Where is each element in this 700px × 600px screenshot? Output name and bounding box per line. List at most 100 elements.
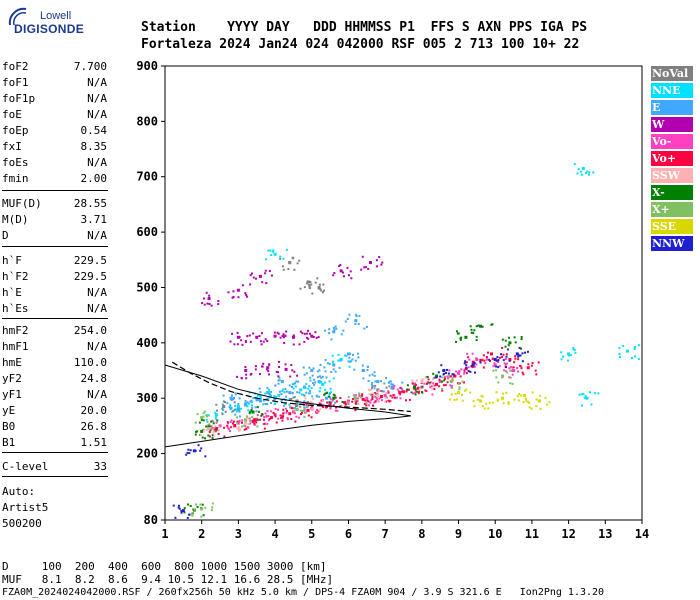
- echo-mark: [348, 313, 351, 316]
- data-point: [416, 386, 420, 390]
- echo-mark: [365, 402, 368, 405]
- echo-mark: [390, 383, 393, 386]
- echo-mark: [243, 428, 246, 431]
- data-point: [299, 388, 303, 392]
- echo-mark: [288, 384, 291, 387]
- data-point: [376, 388, 380, 392]
- echo-mark: [483, 407, 486, 410]
- echo-mark: [618, 355, 621, 358]
- legend-item: NoVal: [651, 66, 693, 81]
- echo-mark: [277, 332, 280, 335]
- echo-mark: [363, 327, 366, 330]
- echo-mark: [505, 353, 508, 356]
- echo-mark: [288, 262, 291, 265]
- echo-mark: [315, 336, 318, 339]
- echo-mark: [474, 371, 477, 374]
- echo-mark: [295, 415, 298, 418]
- echo-mark: [384, 400, 387, 403]
- echo-mark: [280, 399, 283, 402]
- echo-mark: [270, 391, 273, 394]
- data-point: [244, 421, 248, 425]
- echo-mark: [318, 381, 321, 384]
- echo-mark: [517, 354, 520, 357]
- echo-mark: [539, 407, 542, 410]
- echo-mark: [365, 325, 368, 328]
- echo-mark: [283, 341, 286, 344]
- echo-mark: [231, 394, 234, 397]
- electron-density-profile: [164, 364, 411, 448]
- echo-mark: [319, 408, 322, 411]
- param-value: N/A: [87, 92, 107, 105]
- echo-mark: [293, 268, 296, 271]
- echo-mark: [241, 343, 244, 346]
- echo-mark: [411, 379, 414, 382]
- echo-mark: [421, 378, 424, 381]
- data-point: [332, 330, 336, 334]
- echo-mark: [520, 347, 523, 350]
- data-point: [501, 374, 505, 378]
- legend-item: NNW: [651, 236, 693, 251]
- echo-mark: [363, 369, 366, 372]
- echo-mark: [326, 401, 329, 404]
- echo-mark: [304, 387, 307, 390]
- echo-mark: [479, 360, 482, 363]
- echo-mark: [285, 409, 288, 412]
- echo-mark: [205, 428, 208, 431]
- echo-mark: [511, 366, 514, 369]
- echo-mark: [284, 334, 287, 337]
- echo-mark: [452, 375, 455, 378]
- echo-mark: [328, 380, 331, 383]
- param-value: 3.71: [80, 213, 108, 226]
- echo-mark: [248, 422, 251, 425]
- echo-mark: [232, 398, 235, 401]
- echo-mark: [293, 395, 296, 398]
- echo-mark: [303, 409, 306, 412]
- param-separator: [2, 452, 108, 453]
- echo-mark: [330, 391, 333, 394]
- param-key: h`Es: [2, 302, 29, 315]
- y-tick-label: 400: [136, 336, 158, 350]
- param-key: yE: [2, 404, 16, 417]
- echo-mark: [567, 359, 570, 362]
- x-tick-label: 2: [198, 527, 205, 541]
- echo-mark: [214, 417, 217, 420]
- echo-mark: [212, 431, 215, 434]
- echo-mark: [297, 416, 300, 419]
- echo-mark: [498, 365, 501, 368]
- data-point: [508, 341, 512, 345]
- echo-mark: [339, 359, 342, 362]
- echo-mark: [237, 425, 240, 428]
- param-key: foEp: [2, 124, 29, 137]
- echo-mark: [237, 409, 240, 412]
- data-point: [346, 352, 350, 356]
- data-point: [266, 366, 270, 370]
- echo-mark: [253, 419, 256, 422]
- data-point: [288, 391, 292, 395]
- x-tick-label: 10: [488, 527, 502, 541]
- data-point: [269, 416, 273, 420]
- echo-mark: [306, 282, 309, 285]
- echo-mark: [471, 352, 474, 355]
- echo-mark: [264, 392, 267, 395]
- echo-mark: [224, 401, 227, 404]
- echo-mark: [520, 335, 523, 338]
- echo-mark: [387, 390, 390, 393]
- echo-mark: [268, 390, 271, 393]
- echo-mark: [495, 369, 498, 372]
- echo-mark: [248, 417, 251, 420]
- echo-mark: [274, 396, 277, 399]
- echo-mark: [305, 332, 308, 335]
- echo-mark: [578, 393, 581, 396]
- echo-mark: [346, 266, 349, 269]
- echo-mark: [186, 451, 189, 454]
- echo-mark: [406, 384, 409, 387]
- echo-mark: [327, 395, 330, 398]
- echo-mark: [466, 352, 469, 355]
- echo-mark: [481, 405, 484, 408]
- echo-mark: [199, 449, 202, 452]
- param-row: D N/A: [2, 229, 107, 243]
- echo-mark: [281, 265, 284, 268]
- echo-mark: [246, 335, 249, 338]
- echo-mark: [370, 386, 373, 389]
- echo-mark: [274, 402, 277, 405]
